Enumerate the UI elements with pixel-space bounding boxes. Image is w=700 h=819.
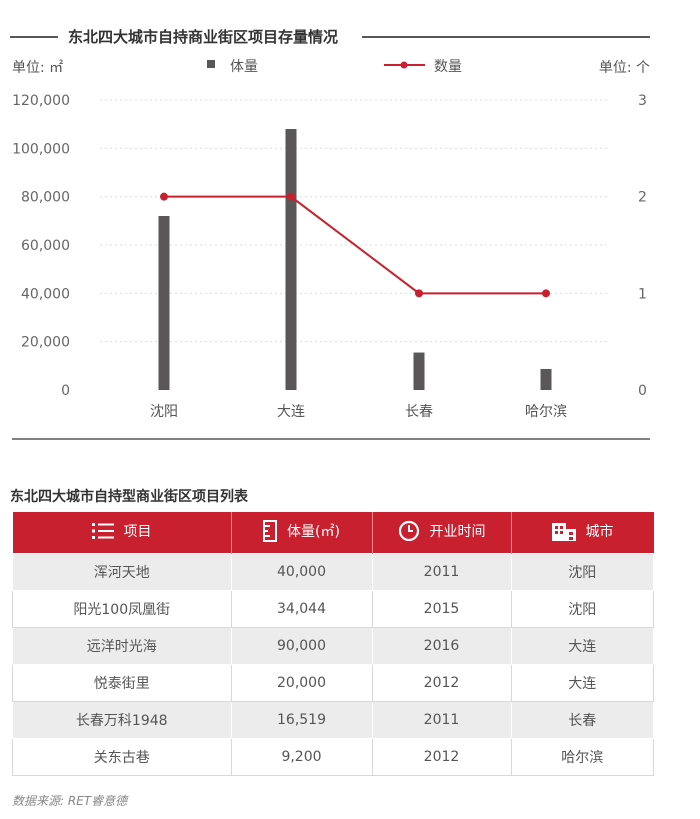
- chart-title-row: 东北四大城市自持商业街区项目存量情况: [10, 24, 650, 48]
- combo-chart: 单位: ㎡ 单位: 个 体量 数量 0 20,000 40,000 60,000 80,000 1…: [12, 59, 650, 440]
- cell-city: 长春: [510, 701, 654, 739]
- count-point-大连: [287, 192, 295, 201]
- cell-project: 长春万科1948: [12, 701, 232, 739]
- cell-volume: 9,200: [230, 738, 373, 776]
- header-project: 项目: [12, 512, 232, 554]
- header-project-label: 项目: [123, 524, 152, 540]
- legend-bar-label: 体量: [230, 59, 258, 75]
- legend-line-marker: [400, 61, 408, 69]
- right-tick-label: 0: [638, 383, 647, 399]
- left-axis-unit: 单位: ㎡: [12, 60, 63, 76]
- bar-哈尔滨: [540, 368, 552, 390]
- cell-volume: 90,000: [230, 627, 373, 665]
- ruler-icon: [263, 519, 278, 542]
- header-open-time-label: 开业时间: [429, 523, 486, 540]
- table-title: 东北四大城市自持型商业街区项目列表: [10, 489, 248, 505]
- building-icon: [551, 522, 576, 541]
- left-tick-label: 20,000: [21, 335, 70, 351]
- table-row: 关东古巷 9,200 2012 哈尔滨: [12, 738, 654, 776]
- chart-title: 东北四大城市自持商业街区项目存量情况: [68, 28, 339, 46]
- category-label: 大连: [277, 404, 305, 420]
- category-label: 长春: [405, 404, 433, 420]
- cell-open-year: 2011: [371, 553, 512, 591]
- left-tick-label: 80,000: [21, 190, 70, 206]
- cell-volume: 40,000: [230, 553, 373, 591]
- cell-open-year: 2016: [371, 627, 512, 665]
- header-open-time: 开业时间: [372, 512, 512, 554]
- count-line: [164, 195, 546, 295]
- header-volume-label: 体量(㎡): [287, 523, 340, 540]
- cell-volume: 20,000: [230, 664, 373, 702]
- title-line-left: [10, 36, 58, 38]
- project-table: 项目 体量(㎡): [12, 512, 654, 776]
- table-row: 远洋时光海 90,000 2016 大连: [12, 627, 654, 665]
- legend-bar-swatch: [207, 60, 215, 68]
- table-row: 阳光100凤凰街 34,044 2015 沈阳: [12, 590, 654, 628]
- data-source-note: 数据来源: RET睿意德: [12, 794, 128, 808]
- cell-project: 悦泰街里: [12, 664, 232, 702]
- category-label: 沈阳: [150, 404, 178, 420]
- cell-city: 哈尔滨: [510, 738, 654, 776]
- cell-volume: 16,519: [230, 701, 373, 739]
- list-icon: [91, 523, 114, 539]
- cell-project: 浑河天地: [12, 553, 232, 591]
- count-point-长春: [415, 289, 423, 298]
- right-tick-label: 3: [638, 93, 647, 109]
- cell-open-year: 2015: [371, 590, 512, 628]
- table-row: 浑河天地 40,000 2011 沈阳: [12, 553, 654, 591]
- table-row: 悦泰街里 20,000 2012 大连: [12, 664, 654, 702]
- right-tick-label: 2: [638, 190, 647, 206]
- cell-open-year: 2012: [371, 664, 512, 702]
- header-city-label: 城市: [585, 523, 614, 540]
- cell-city: 沈阳: [510, 590, 654, 628]
- left-tick-label: 60,000: [21, 238, 70, 254]
- right-axis-unit: 单位: 个: [599, 60, 650, 76]
- cell-city: 沈阳: [510, 553, 654, 591]
- table-header-row: 项目 体量(㎡): [12, 512, 654, 554]
- table-row: 长春万科1948 16,519 2011 长春: [12, 701, 654, 739]
- left-tick-label: 120,000: [12, 93, 70, 109]
- header-city: 城市: [511, 512, 654, 554]
- cell-project: 阳光100凤凰街: [12, 590, 232, 628]
- title-line-right: [362, 36, 650, 38]
- cell-open-year: 2011: [371, 701, 512, 739]
- cell-project: 远洋时光海: [12, 627, 232, 665]
- bar-大连: [285, 129, 297, 390]
- bar-沈阳: [158, 216, 170, 390]
- header-volume: 体量(㎡): [231, 512, 373, 554]
- cell-city: 大连: [510, 664, 654, 702]
- right-tick-label: 1: [638, 286, 647, 302]
- cell-volume: 34,044: [230, 590, 373, 628]
- count-point-哈尔滨: [542, 289, 550, 298]
- category-label: 哈尔滨: [525, 404, 567, 420]
- legend-line-label: 数量: [434, 59, 462, 75]
- count-point-沈阳: [160, 192, 168, 201]
- cell-project: 关东古巷: [12, 738, 232, 776]
- cell-city: 大连: [510, 627, 654, 665]
- left-tick-label: 100,000: [12, 141, 70, 157]
- left-tick-label: 40,000: [21, 286, 70, 302]
- clock-icon: [398, 520, 419, 541]
- cell-open-year: 2012: [371, 738, 512, 776]
- left-tick-label: 0: [61, 383, 70, 399]
- bar-长春: [413, 352, 425, 390]
